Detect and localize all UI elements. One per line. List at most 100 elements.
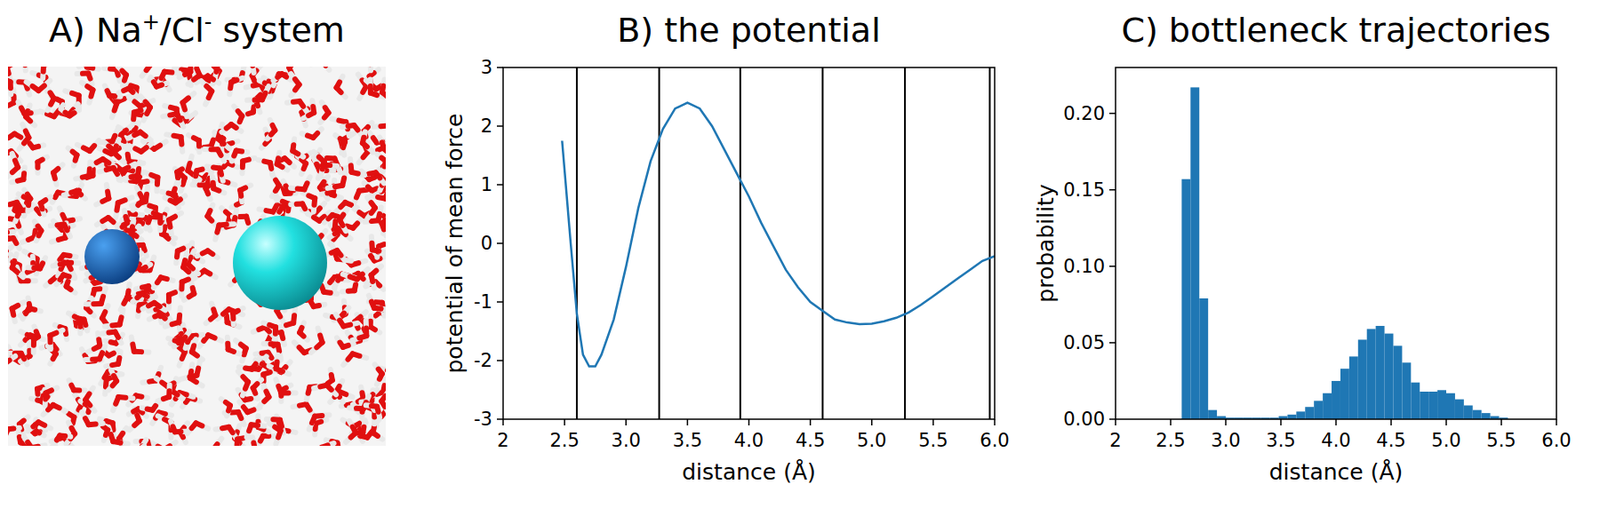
oxygen xyxy=(290,315,297,323)
oxygen xyxy=(34,162,40,168)
oxygen xyxy=(293,98,300,105)
oxygen xyxy=(253,83,261,86)
oxygen xyxy=(260,436,264,442)
vertical-line xyxy=(988,67,991,420)
oxygen xyxy=(277,73,282,78)
oxygen xyxy=(69,112,74,116)
oxygen xyxy=(190,378,197,383)
oxygen xyxy=(133,408,138,412)
oxygen xyxy=(130,85,137,88)
oxygen xyxy=(108,329,115,336)
oxygen xyxy=(205,188,208,194)
oxygen xyxy=(59,255,64,260)
oxygen xyxy=(351,172,358,175)
oxygen xyxy=(383,385,385,392)
oxygen xyxy=(196,368,199,376)
oxygen xyxy=(354,284,356,291)
oxygen xyxy=(240,190,241,196)
oxygen xyxy=(94,281,101,283)
oxygen xyxy=(368,172,376,174)
oxygen xyxy=(380,123,386,130)
oxygen xyxy=(96,159,104,163)
oxygen xyxy=(265,392,269,398)
oxygen xyxy=(172,391,178,395)
oxygen xyxy=(207,178,210,186)
y-tick-label: -3 xyxy=(473,408,493,431)
y-tick-label: -2 xyxy=(473,350,493,372)
oxygen xyxy=(192,423,197,429)
title-part: system xyxy=(211,10,344,50)
oxygen xyxy=(8,360,10,366)
oxygen xyxy=(343,345,349,348)
oxygen xyxy=(38,85,44,91)
oxygen xyxy=(201,76,208,80)
oxygen xyxy=(253,443,255,447)
oxygen xyxy=(228,349,234,352)
oxygen xyxy=(102,318,107,324)
x-tick xyxy=(871,419,873,426)
oxygen xyxy=(248,424,252,432)
oxygen xyxy=(82,71,88,77)
oxygen xyxy=(106,168,114,170)
oxygen xyxy=(109,93,115,100)
oxygen xyxy=(275,180,280,186)
oxygen xyxy=(40,203,43,209)
oxygen xyxy=(192,352,198,356)
oxygen xyxy=(17,210,20,216)
oxygen xyxy=(381,224,384,231)
oxygen xyxy=(193,137,200,141)
oxygen xyxy=(8,238,14,240)
oxygen xyxy=(175,429,182,435)
oxygen xyxy=(370,93,377,96)
oxygen xyxy=(59,274,64,280)
oxygen xyxy=(375,299,383,306)
image-bg xyxy=(8,66,386,447)
oxygen xyxy=(121,71,127,76)
vertical-line xyxy=(821,67,824,420)
x-tick-label: 2.5 xyxy=(549,430,579,452)
oxygen xyxy=(162,233,168,240)
oxygen xyxy=(301,160,306,164)
oxygen xyxy=(38,226,42,232)
oxygen xyxy=(174,172,181,179)
oxygen xyxy=(8,134,16,138)
oxygen xyxy=(145,102,151,108)
oxygen xyxy=(72,428,76,434)
oxygen xyxy=(87,86,93,90)
oxygen xyxy=(42,392,48,400)
oxygen xyxy=(151,175,158,178)
oxygen xyxy=(381,158,386,162)
oxygen xyxy=(192,288,195,294)
oxygen xyxy=(372,249,379,251)
oxygen xyxy=(308,387,311,394)
oxygen xyxy=(66,287,72,291)
oxygen xyxy=(56,436,60,441)
oxygen xyxy=(327,155,335,161)
oxygen xyxy=(24,196,30,200)
oxygen xyxy=(168,220,170,228)
oxygen xyxy=(340,202,345,208)
oxygen xyxy=(56,99,63,103)
oxygen xyxy=(238,111,243,116)
x-tick xyxy=(993,419,996,426)
oxygen xyxy=(356,191,360,199)
oxygen xyxy=(86,308,90,312)
oxygen xyxy=(34,389,41,395)
oxygen xyxy=(109,353,114,357)
oxygen xyxy=(187,170,194,176)
vertical-line xyxy=(904,67,906,420)
oxygen xyxy=(136,415,140,422)
oxygen xyxy=(178,282,184,290)
oxygen xyxy=(244,399,251,400)
oxygen xyxy=(130,112,137,120)
y-tick xyxy=(496,301,504,304)
oxygen xyxy=(85,400,90,406)
oxygen xyxy=(230,312,236,319)
oxygen xyxy=(125,216,128,224)
oxygen xyxy=(352,223,358,228)
sodium-ion xyxy=(84,229,140,285)
oxygen xyxy=(213,444,218,447)
oxygen xyxy=(8,67,9,74)
oxygen xyxy=(226,124,232,128)
oxygen xyxy=(240,344,247,349)
